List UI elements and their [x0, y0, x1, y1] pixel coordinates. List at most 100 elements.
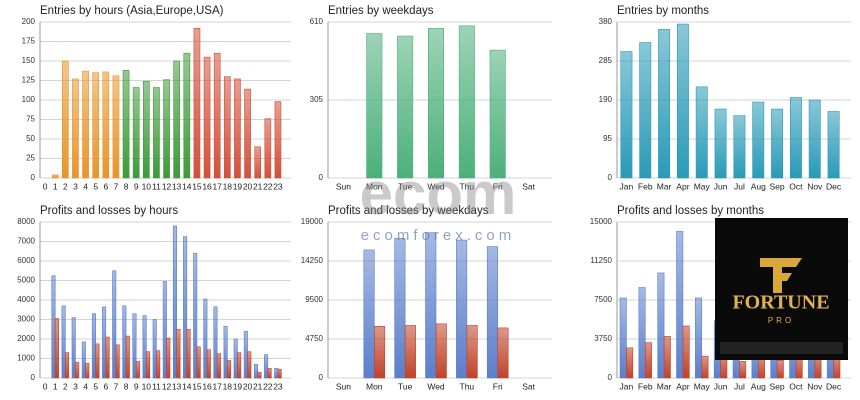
- bar: [274, 367, 279, 379]
- bar: [223, 326, 228, 379]
- x-tick-label: Thu: [460, 381, 475, 391]
- y-tick-label: 50: [26, 134, 35, 143]
- x-tick-label: 14: [182, 381, 192, 391]
- bar: [257, 371, 262, 379]
- bar: [425, 232, 437, 379]
- x-tick-label: 2: [63, 381, 68, 391]
- chart-title: Entries by weekdays: [328, 5, 434, 17]
- y-tick-label: 15000: [590, 217, 613, 226]
- x-tick-label: Fri: [493, 181, 503, 191]
- x-tick-label: Sun: [336, 381, 351, 391]
- y-tick-label: 2000: [17, 334, 35, 343]
- bar: [61, 305, 66, 379]
- x-tick-label: Sep: [770, 181, 785, 191]
- x-tick-label: Jun: [714, 181, 728, 191]
- bar: [132, 87, 140, 179]
- bar: [71, 317, 76, 379]
- x-tick-label: 7: [114, 381, 119, 391]
- x-tick-label: 2: [63, 181, 68, 191]
- bar: [152, 319, 157, 379]
- x-tick-label: Jun: [714, 381, 728, 391]
- bar: [456, 239, 468, 379]
- bar: [176, 328, 181, 379]
- bar: [244, 88, 251, 179]
- x-tick-label: 5: [93, 181, 98, 191]
- bar: [466, 325, 478, 379]
- bar: [739, 361, 747, 379]
- x-tick-label: Mon: [366, 181, 383, 191]
- bar: [65, 352, 70, 379]
- bar: [435, 323, 447, 379]
- x-tick-label: Jul: [734, 381, 745, 391]
- x-tick-label: Mar: [657, 381, 672, 391]
- x-tick-label: Sat: [522, 181, 535, 191]
- chart-title: Entries by hours (Asia,Europe,USA): [40, 5, 224, 17]
- bar: [827, 111, 840, 179]
- bar: [163, 79, 170, 179]
- x-tick-label: Dec: [826, 181, 842, 191]
- bar: [132, 313, 137, 379]
- y-tick-label: 7500: [594, 295, 612, 304]
- x-tick-label: 23: [273, 381, 283, 391]
- y-tick-label: 0: [31, 173, 36, 182]
- bar: [115, 344, 120, 379]
- x-tick-label: Mar: [657, 181, 672, 191]
- chart-title: Entries by months: [617, 5, 709, 17]
- x-tick-label: Apr: [676, 381, 689, 391]
- bar: [776, 360, 784, 379]
- x-tick-label: Tue: [398, 381, 413, 391]
- ad-banner: FORTUNE PRO: [715, 218, 848, 360]
- y-tick-label: 75: [26, 115, 35, 124]
- bar: [663, 336, 671, 379]
- x-tick-label: Sat: [522, 381, 535, 391]
- bar: [142, 315, 147, 379]
- bar: [102, 306, 107, 379]
- bar: [267, 367, 272, 379]
- bar: [676, 23, 689, 179]
- bar: [397, 35, 414, 179]
- x-tick-label: 1: [53, 181, 58, 191]
- bar: [733, 115, 746, 179]
- bar: [404, 325, 416, 379]
- bar: [172, 225, 177, 379]
- x-tick-label: 17: [212, 181, 222, 191]
- x-tick-label: Wed: [427, 381, 445, 391]
- x-tick-label: 12: [162, 181, 172, 191]
- x-tick-label: 18: [223, 181, 233, 191]
- y-tick-label: 125: [22, 76, 36, 85]
- bar: [186, 328, 191, 379]
- y-tick-label: 0: [608, 173, 613, 182]
- x-tick-label: 21: [253, 181, 263, 191]
- x-tick-label: Jul: [734, 181, 745, 191]
- bar: [125, 335, 130, 379]
- x-tick-label: 6: [103, 381, 108, 391]
- bar: [277, 368, 282, 379]
- x-tick-label: 4: [83, 181, 88, 191]
- bar: [682, 325, 690, 379]
- y-tick-label: 100: [22, 95, 36, 104]
- bar: [112, 270, 117, 379]
- y-tick-label: 8000: [17, 217, 35, 226]
- chart-title: Profits and losses by months: [617, 205, 764, 217]
- x-tick-label: Mon: [366, 381, 383, 391]
- bar: [695, 86, 708, 179]
- bar: [213, 52, 221, 179]
- bar: [233, 338, 238, 379]
- y-tick-label: 0: [319, 173, 324, 182]
- x-tick-label: Sun: [336, 181, 351, 191]
- y-tick-label: 14250: [301, 256, 324, 265]
- bar: [486, 246, 499, 379]
- bar: [203, 298, 208, 379]
- y-tick-label: 175: [22, 37, 36, 46]
- y-tick-label: 150: [22, 56, 36, 65]
- bar: [173, 60, 181, 179]
- bar: [213, 306, 218, 379]
- bar: [264, 354, 269, 379]
- bar: [638, 287, 646, 379]
- bar: [714, 108, 727, 179]
- y-tick-label: 95: [603, 134, 612, 143]
- chart-title: Profits and losses by weekdays: [328, 205, 489, 217]
- x-tick-label: 20: [243, 181, 253, 191]
- bar: [206, 349, 211, 379]
- bar: [264, 118, 272, 179]
